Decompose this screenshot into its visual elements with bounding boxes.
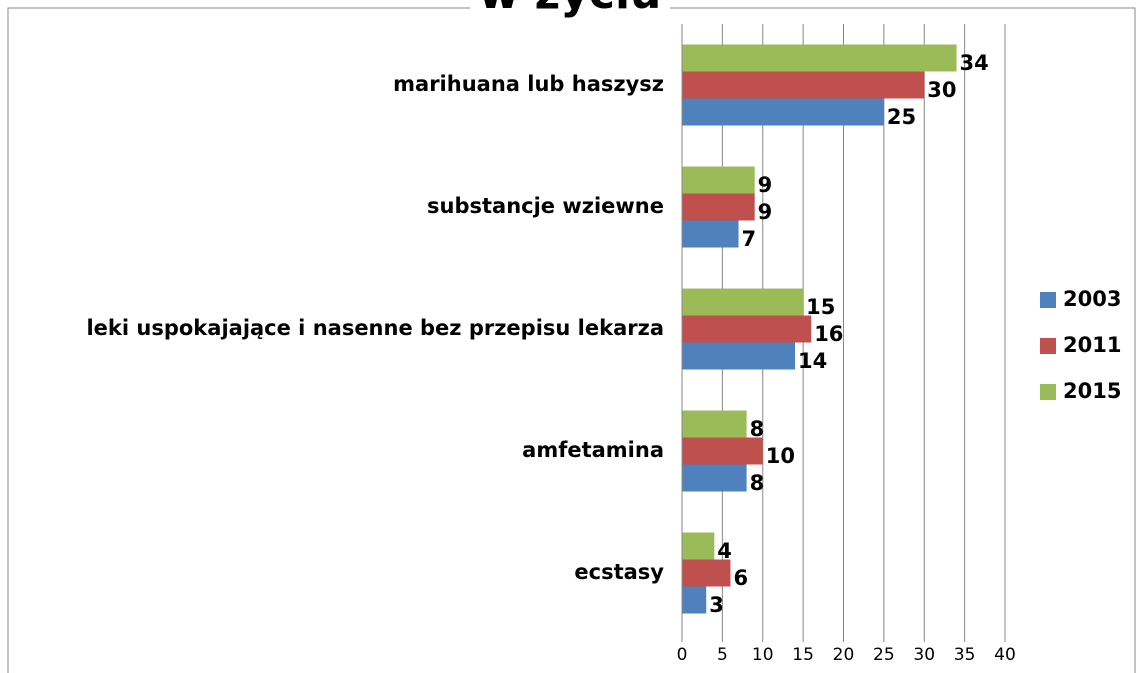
value-label: 25 (887, 105, 916, 129)
x-tick-label: 30 (913, 645, 935, 665)
value-label: 7 (742, 227, 757, 251)
bar (682, 166, 755, 194)
y-tick-label: marihuana lub haszysz (393, 72, 664, 96)
value-label: 14 (798, 349, 827, 373)
y-tick-label: substancje wziewne (427, 194, 664, 218)
legend-swatch (1040, 384, 1056, 400)
x-tick-label: 0 (677, 645, 688, 665)
x-tick-label: 5 (717, 645, 728, 665)
bar (682, 532, 715, 560)
legend-label: 2003 (1063, 287, 1121, 311)
value-label: 6 (733, 566, 748, 590)
x-tick-label: 35 (954, 645, 976, 665)
bar (682, 98, 884, 126)
bar (682, 559, 731, 587)
chart-border (7, 7, 1136, 673)
legend-swatch (1040, 338, 1056, 354)
y-tick-label: ecstasy (574, 560, 664, 584)
x-tick-label: 20 (833, 645, 855, 665)
bar (682, 71, 925, 99)
value-label: 9 (758, 200, 773, 224)
x-tick-label: 15 (792, 645, 814, 665)
y-tick-label: leki uspokajające i nasenne bez przepisu… (86, 316, 664, 340)
bar (682, 586, 707, 614)
legend-label: 2015 (1063, 379, 1121, 403)
bar (682, 437, 763, 465)
bar (682, 193, 755, 221)
y-tick-label: amfetamina (522, 438, 664, 462)
bar (682, 44, 957, 72)
value-label: 8 (750, 471, 765, 495)
x-tick-label: 25 (873, 645, 895, 665)
x-tick-label: 40 (994, 645, 1016, 665)
bar (682, 410, 747, 438)
bar (682, 288, 804, 316)
x-tick-label: 10 (752, 645, 774, 665)
title-background (470, 0, 670, 14)
bar (682, 220, 739, 248)
value-label: 9 (758, 173, 773, 197)
value-label: 15 (806, 295, 835, 319)
value-label: 10 (766, 444, 795, 468)
legend-label: 2011 (1063, 333, 1121, 357)
value-label: 8 (750, 417, 765, 441)
chart-title: w życiu (479, 0, 662, 19)
bar (682, 464, 747, 492)
value-label: 4 (717, 539, 732, 563)
bar (682, 342, 796, 370)
legend-swatch (1040, 292, 1056, 308)
value-label: 16 (814, 322, 843, 346)
value-label: 34 (960, 51, 989, 75)
value-label: 3 (709, 593, 724, 617)
value-label: 30 (927, 78, 956, 102)
bar (682, 315, 812, 343)
